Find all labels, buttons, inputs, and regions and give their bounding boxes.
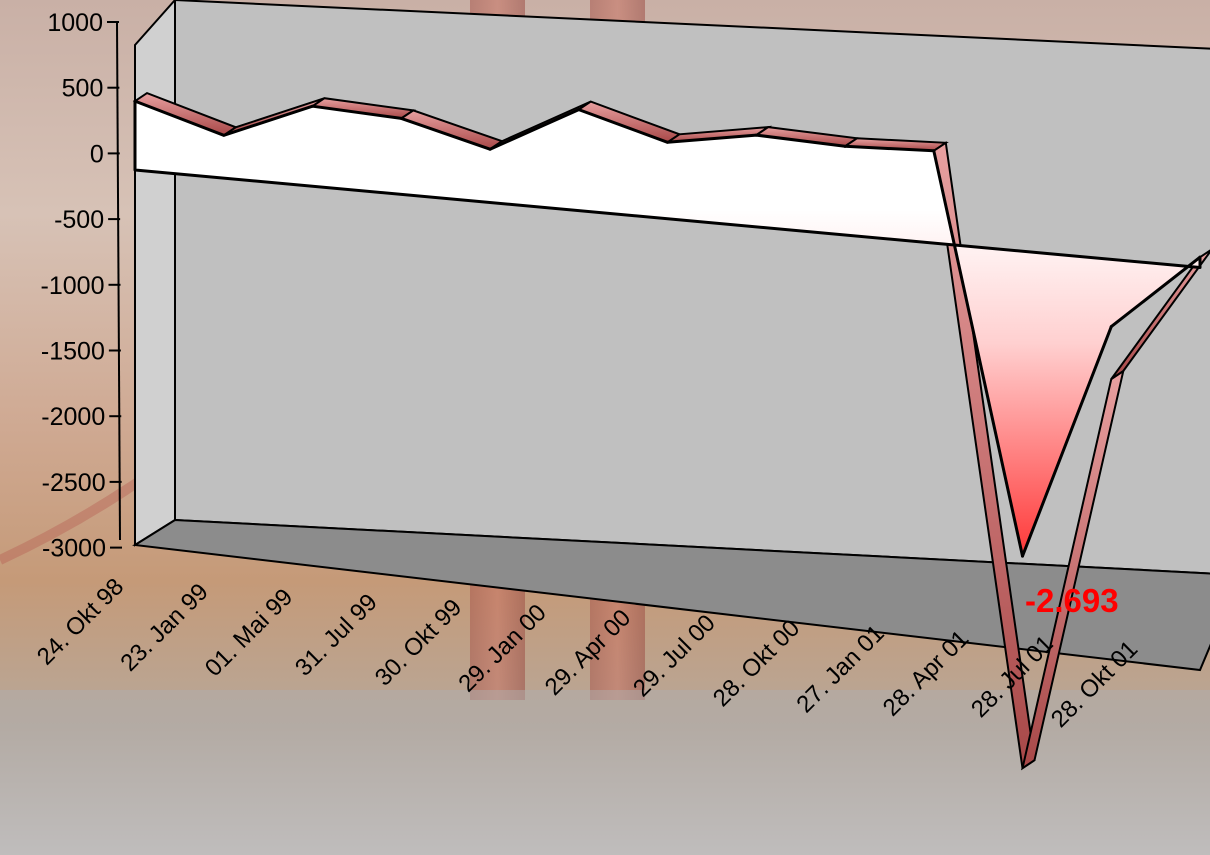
water bbox=[0, 690, 1210, 855]
floor bbox=[132, 518, 1210, 672]
plot-area bbox=[132, 0, 1210, 771]
y-tick-label-5: -1000 bbox=[41, 272, 105, 300]
x-tick-label-11: 28. Apr 01 bbox=[878, 625, 974, 721]
data-label: -2.693 bbox=[1025, 582, 1119, 619]
x-tick-label-8: 29. Jul 00 bbox=[628, 610, 721, 703]
data-point-13 bbox=[1198, 255, 1202, 259]
y-tick-label-7: -2000 bbox=[41, 403, 105, 431]
area-series bbox=[133, 99, 1202, 558]
data-point-8 bbox=[754, 133, 758, 137]
y-tick-label-8: -2500 bbox=[42, 469, 106, 497]
side-wall bbox=[134, 0, 176, 547]
y-tick-label-4: -500 bbox=[54, 206, 104, 234]
data-point-12 bbox=[1109, 325, 1113, 329]
x-tick-label-4: 31. Jul 99 bbox=[290, 589, 383, 682]
x-tick-label-3: 01. Mai 99 bbox=[200, 584, 298, 682]
x-tick-label-6: 29. Jan 00 bbox=[453, 599, 551, 697]
data-point-1 bbox=[133, 99, 137, 103]
y-tick-label-6: -1500 bbox=[41, 338, 105, 366]
y-tick-label-2: 500 bbox=[62, 75, 104, 103]
y-axis-line bbox=[116, 22, 121, 541]
x-tick-label-9: 28. Okt 00 bbox=[708, 615, 805, 712]
y-axis: 1000 500 0 -500 -1000 -1500 -2000 -2500 -3000 bbox=[41, 9, 122, 563]
x-tick-label-10: 27. Jan 01 bbox=[791, 620, 889, 718]
y-tick-label-9: -3000 bbox=[42, 535, 106, 563]
x-tick-label-1: 24. Okt 98 bbox=[32, 573, 129, 670]
area-ribbon-12 bbox=[1110, 249, 1210, 380]
y-tick-label-3: 0 bbox=[90, 140, 104, 168]
data-point-10 bbox=[932, 149, 936, 153]
data-point-3 bbox=[311, 104, 314, 108]
data-point-4 bbox=[399, 116, 403, 120]
x-tick-label-5: 30. Okt 99 bbox=[370, 594, 467, 691]
data-point-7 bbox=[666, 140, 669, 144]
data-point-2 bbox=[222, 133, 226, 137]
data-point-9 bbox=[843, 144, 847, 148]
x-tick-label-2: 23. Jan 99 bbox=[115, 578, 213, 676]
data-point-11 bbox=[1021, 554, 1024, 558]
data-point-5 bbox=[488, 147, 492, 151]
y-tick-label-1: 1000 bbox=[47, 9, 103, 37]
x-tick-label-7: 29. Apr 00 bbox=[540, 604, 636, 700]
data-point-6 bbox=[577, 108, 581, 112]
